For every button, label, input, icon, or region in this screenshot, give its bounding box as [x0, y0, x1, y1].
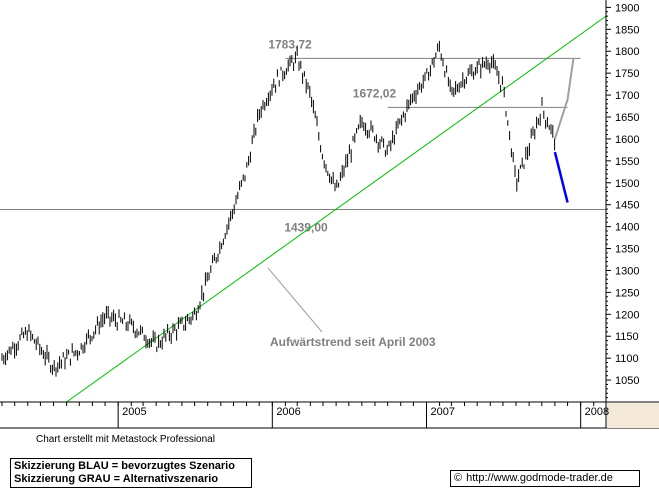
x-tick-label: 2007 — [430, 406, 454, 418]
y-tick-label: 1250 — [615, 287, 639, 299]
y-tick-label: 1600 — [615, 134, 639, 146]
y-tick-label: 1850 — [615, 24, 639, 36]
legend-grey-scenario: Skizzierung GRAU = Alternativszenario — [14, 473, 219, 485]
x-tick-label: 2005 — [122, 406, 146, 418]
y-tick-label: 1750 — [615, 68, 639, 80]
scenario-legend: Skizzierung BLAU = bevorzugtes Szenario … — [10, 458, 252, 488]
price-bars — [1, 40, 556, 377]
level-label: 1783,72 — [268, 37, 312, 51]
trendline-pointer — [267, 267, 323, 333]
y-tick-label: 1150 — [615, 331, 639, 343]
legend-blue-scenario: Skizzierung BLAU = bevorzugtes Szenario — [14, 460, 235, 472]
x-axis: 2005 2006 2007 2008 — [0, 401, 659, 429]
y-tick-label: 1050 — [615, 375, 639, 387]
y-tick-label: 1550 — [615, 156, 639, 168]
trendline-label: Aufwärtstrend seit April 2003 — [270, 335, 436, 349]
trendline — [66, 15, 607, 403]
y-tick-label: 1700 — [615, 90, 639, 102]
plot-area: 1783,72 1672,02 1439,00 Aufwärtstrend seit … — [0, 3, 607, 403]
y-tick-label: 1800 — [615, 46, 639, 58]
copyright-icon: © — [454, 472, 463, 484]
plot-background — [2, 3, 606, 402]
y-tick-label: 1300 — [615, 265, 639, 277]
y-tick-label: 1450 — [615, 200, 639, 212]
axis-corner — [607, 403, 659, 428]
y-tick-label: 1900 — [615, 2, 639, 14]
x-tick-label: 2006 — [276, 406, 300, 418]
y-tick-label: 1200 — [615, 309, 639, 321]
x-tick-label: 2008 — [585, 406, 609, 418]
chart-credit: Chart erstellt mit Metastock Professiona… — [36, 434, 215, 445]
gray-scenario — [553, 57, 575, 140]
price-chart: 1783,72 1672,02 1439,00 Aufwärtstrend seit … — [0, 0, 659, 429]
blue-scenario — [553, 151, 569, 203]
source-url: http://www.godmode-trader.de — [466, 472, 613, 484]
y-tick-label: 1500 — [615, 178, 639, 190]
level-label: 1672,02 — [353, 86, 397, 100]
source-link[interactable]: © http://www.godmode-trader.de — [450, 470, 640, 487]
y-tick-label: 1400 — [615, 222, 639, 234]
level-label: 1439,00 — [284, 221, 328, 235]
y-axis: 1050 1100 1150 1200 1250 1300 1350 1400 1450 1500… — [605, 0, 639, 428]
y-tick-label: 1100 — [615, 353, 639, 365]
y-tick-label: 1350 — [615, 244, 639, 256]
y-tick-label: 1650 — [615, 112, 639, 124]
